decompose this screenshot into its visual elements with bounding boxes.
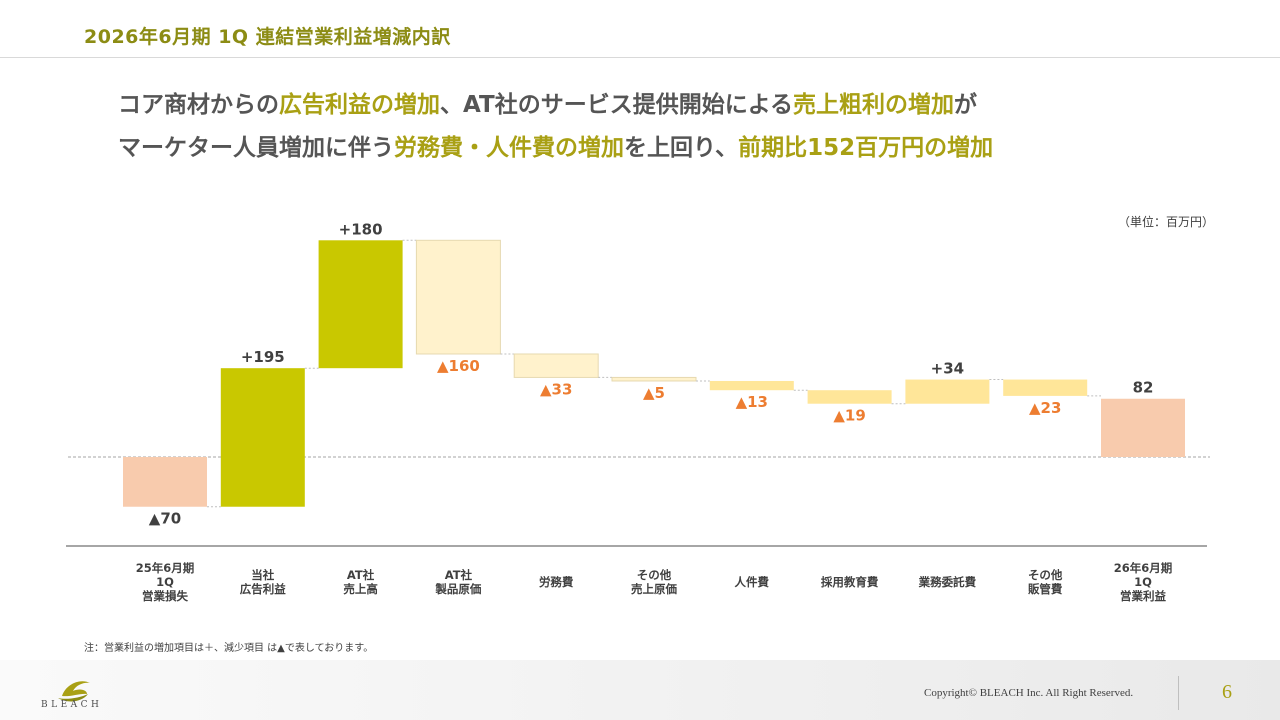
unit-note: （単位：百万円） [1118,215,1215,229]
bar-2 [318,240,403,369]
bar-6 [709,380,794,391]
headline-text: を上回り、 [624,135,739,161]
headline-text: マーケター人員増加に伴う [118,135,394,161]
category-label: 採用教育費 [821,575,879,589]
headline-highlight: 広告利益の増加 [279,92,440,118]
category-label: 人件費 [735,575,770,589]
bleach-logo-icon [58,681,90,702]
bar-10 [1101,398,1185,457]
bar-8 [905,379,990,404]
bar-5 [611,376,697,382]
footer-divider [1178,676,1179,710]
footer-band [0,660,1280,720]
bar-1 [220,368,305,507]
data-label: ▲70 [149,510,181,528]
waterfall-chart: ▲70 25年6月期 1Q 営業損失 +195 当社広告利益 +180 AT社売上高 ▲160 A… [66,220,1210,603]
category-label: 当社広告利益 [240,568,286,596]
data-label: +180 [339,220,383,238]
bar-0 [123,457,207,507]
bar-3 [415,239,501,355]
logo-wordmark: BLEACH [41,700,103,710]
data-label: +34 [931,360,964,378]
headline-highlight: 労務費・人件費の増加 [394,135,624,161]
data-label: ▲33 [540,380,572,398]
data-label: ▲23 [1029,399,1061,417]
headline-text: コア商材からの [118,92,279,118]
headline-line-2: マーケター人員増加に伴う労務費・人件費の増加を上回り、前期比152百万円の増加 [118,127,1218,170]
data-label: ▲5 [643,384,665,402]
bar-7 [807,390,892,404]
data-label: ▲160 [437,357,480,375]
page-number: 6 [1222,681,1232,703]
data-label: ▲13 [736,393,768,411]
title-divider [0,57,1280,58]
data-label: +195 [241,348,285,366]
headline-highlight: 売上粗利の増加 [793,92,955,118]
category-label: 業務委託費 [918,575,977,589]
category-label: 25年6月期 1Q 営業損失 [136,561,195,603]
copyright: Copyright© BLEACH Inc. All Right Reserve… [924,687,1134,699]
category-label: 労務費 [539,575,574,589]
headline-line-1: コア商材からの広告利益の増加、AT社のサービス提供開始による売上粗利の増加が [118,84,1218,127]
headline-highlight: 前期比152百万円の増加 [738,135,994,161]
headline-text: が [954,92,978,118]
data-label: ▲19 [833,407,865,425]
category-label: その他販管費 [1028,568,1063,596]
category-label: 26年6月期 1Q 営業利益 [1114,561,1173,603]
category-label: その他売上原価 [631,568,677,596]
headline: コア商材からの広告利益の増加、AT社のサービス提供開始による売上粗利の増加が マ… [118,84,1218,170]
footnote: 注：営業利益の増加項目は＋、減少項目 は▲で表しております。 [84,643,374,654]
category-label: AT社製品原価 [434,568,481,596]
category-label: AT社売上高 [343,568,378,596]
data-label: 82 [1133,379,1154,397]
slide-title: 2026年6月期 1Q 連結営業利益増減内訳 [84,26,451,48]
bar-4 [513,353,599,378]
headline-text: 、AT社のサービス提供開始による [440,92,794,118]
bar-9 [1003,379,1088,396]
